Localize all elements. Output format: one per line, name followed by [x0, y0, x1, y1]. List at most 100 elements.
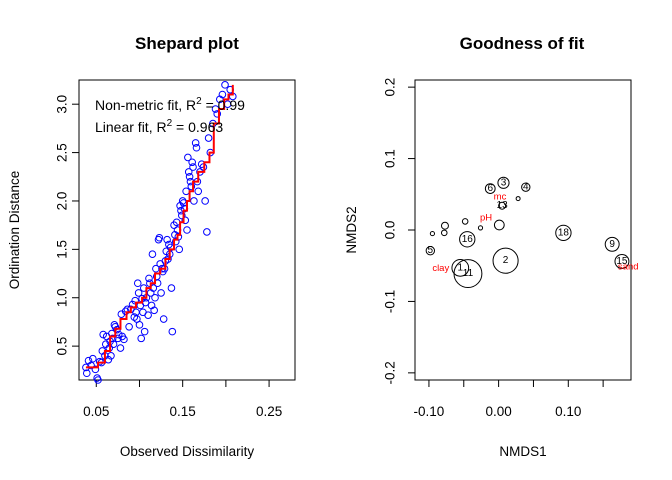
shepard-x-tick-label: 0.05 [83, 404, 109, 419]
nonmetric-fit-label: Non-metric fit, R [95, 97, 196, 113]
nonmetric-fit-value: = 0.99 [202, 97, 245, 113]
shepard-points [82, 81, 237, 384]
shepard-y-tick-label: 2.0 [55, 192, 70, 211]
shepard-point [183, 226, 191, 234]
shepard-point [190, 197, 198, 205]
shepard-point [107, 352, 115, 360]
shepard-point [159, 315, 168, 323]
site-circle [497, 176, 510, 189]
shepard-point [213, 110, 222, 118]
shepard-point [194, 187, 203, 196]
shepard-title: Shepard plot [135, 34, 239, 53]
shepard-y-label: Ordination Distance [7, 171, 22, 290]
site-label: 18 [558, 227, 570, 238]
env-variable-label: pH [480, 212, 492, 223]
shepard-x-axis: 0.05 0.15 0.25 [83, 380, 282, 419]
goodness-title: Goodness of fit [460, 34, 585, 53]
linear-fit-annotation: Linear fit, R2 = 0.963 [95, 118, 223, 135]
shepard-point [184, 168, 193, 176]
site-label: 9 [609, 239, 615, 250]
site-label: 2 [503, 255, 509, 266]
shepard-point [204, 134, 213, 142]
shepard-point [187, 182, 196, 191]
shepard-x-tick-label: 0.15 [170, 404, 196, 419]
shepard-point [168, 327, 177, 336]
shepard-point [181, 216, 190, 225]
goodness-x-tick-label: -0.10 [414, 404, 445, 419]
shepard-y-tick-label: 0.5 [55, 337, 70, 356]
nonmetric-fit-annotation: Non-metric fit, R2 = 0.99 [95, 96, 245, 113]
shepard-point [192, 143, 201, 152]
shepard-y-axis: 0.5 1.0 1.5 2.0 2.5 3.0 [55, 95, 79, 356]
goodness-x-label: NMDS1 [499, 444, 546, 459]
shepard-point [135, 321, 144, 329]
env-variable-label: sand [618, 262, 639, 273]
shepard-point [152, 264, 160, 273]
shepard-point [82, 369, 91, 378]
shepard-point [125, 322, 133, 331]
shepard-point [94, 376, 102, 384]
site-circle [459, 231, 476, 248]
shepard-y-tick-label: 3.0 [55, 95, 70, 114]
goodness-plot-frame [414, 79, 632, 381]
shepard-point [145, 274, 153, 283]
site-circle [614, 253, 630, 269]
shepard-point [175, 245, 184, 254]
site-label: 11 [463, 268, 474, 279]
goodness-y-label: NMDS2 [344, 206, 359, 253]
shepard-point [218, 90, 227, 99]
shepard-point [185, 172, 194, 181]
shepard-x-tick-label: 0.25 [256, 404, 282, 419]
shepard-point [201, 197, 209, 205]
site-label: 4 [523, 182, 529, 193]
shepard-point [163, 235, 171, 244]
site-circle [493, 219, 505, 231]
shepard-point [189, 163, 197, 171]
shepard-point [120, 335, 128, 344]
goodness-x-tick-label: 0.10 [555, 404, 581, 419]
site-circle [453, 259, 483, 289]
goodness-x-tick-label: 0.00 [485, 404, 511, 419]
shepard-y-tick-label: 2.5 [55, 143, 70, 162]
goodness-y-tick-label: 0.0 [383, 221, 398, 240]
goodness-y-tick-label: 0.2 [383, 78, 398, 97]
site-label: 16 [462, 234, 474, 245]
env-variable-label: mc [494, 192, 507, 203]
goodness-y-axis: -0.2 -0.1 0.0 0.1 0.2 [383, 78, 415, 384]
shepard-step-line [85, 84, 234, 369]
goodness-sites: 5 111 16 63 13 4 2 18 915 [425, 176, 630, 289]
shepard-point [188, 158, 196, 167]
shepard-panel: Shepard plot 0.05 0.15 0.25 0.5 1.0 1.5 2.0 2.… [7, 34, 296, 459]
env-variable-label: clay [432, 263, 449, 274]
shepard-point [133, 279, 142, 288]
shepard-point [221, 81, 229, 89]
site-circle [461, 218, 469, 225]
site-label: 5 [428, 245, 434, 256]
goodness-y-tick-label: -0.1 [383, 290, 398, 313]
site-circle [440, 221, 449, 230]
shepard-point [91, 365, 100, 374]
shepard-x-label: Observed Dissimilarity [120, 444, 255, 459]
shepard-y-tick-label: 1.0 [55, 288, 70, 307]
shepard-point [148, 250, 157, 258]
shepard-point [140, 327, 149, 336]
goodness-y-tick-label: -0.2 [383, 361, 398, 384]
linear-fit-superscript: 2 [167, 118, 173, 129]
shepard-point [144, 311, 152, 319]
site-circle [498, 201, 507, 210]
shepard-point [155, 233, 164, 242]
shepard-point [137, 334, 146, 343]
site-circle [521, 182, 531, 192]
site-circle [429, 230, 436, 237]
shepard-point [116, 344, 125, 352]
shepard-point [167, 284, 176, 292]
shepard-point [87, 361, 95, 370]
site-circle [440, 229, 448, 237]
goodness-x-axis: -0.10 0.00 0.10 [414, 380, 604, 419]
shepard-point [89, 354, 97, 363]
site-circle [604, 236, 620, 252]
shepard-point [150, 306, 158, 315]
shepard-point [203, 228, 211, 236]
